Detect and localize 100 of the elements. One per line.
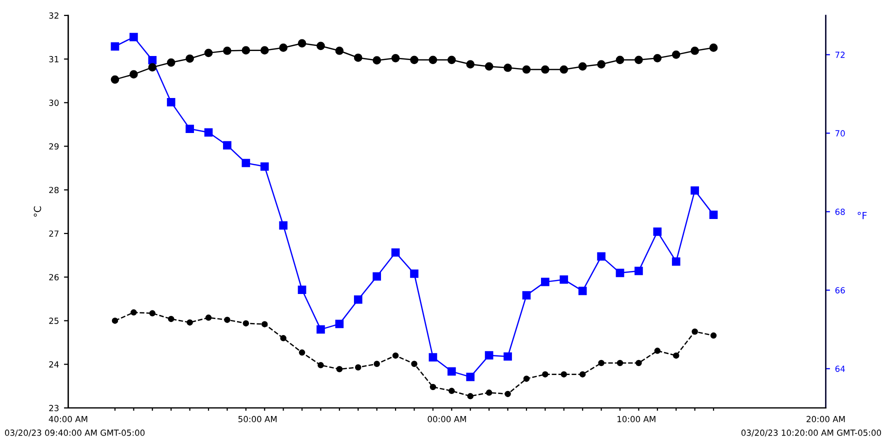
- point: [335, 320, 344, 328]
- y2-tick-label: 64: [835, 366, 845, 372]
- point: [484, 62, 494, 71]
- point: [279, 44, 288, 52]
- point: [447, 56, 456, 64]
- point: [298, 39, 306, 48]
- point: [654, 348, 661, 354]
- point: [336, 366, 343, 372]
- point: [578, 286, 587, 296]
- y-tick-label: 23: [49, 404, 59, 412]
- point: [260, 46, 269, 54]
- point: [522, 291, 531, 300]
- point: [391, 54, 400, 62]
- point: [354, 54, 362, 62]
- point: [672, 50, 680, 59]
- point: [130, 70, 138, 78]
- y-tick-label: 28: [49, 186, 59, 194]
- point: [578, 62, 587, 71]
- y-tick-label: 25: [49, 318, 58, 324]
- point: [148, 56, 157, 64]
- point: [316, 325, 325, 334]
- point: [466, 372, 475, 382]
- point: [690, 46, 699, 55]
- point: [130, 309, 137, 316]
- point: [690, 186, 699, 195]
- point: [616, 268, 624, 278]
- point: [130, 32, 138, 42]
- y-tick-label: 27: [49, 230, 58, 237]
- y-tick-label: 26: [49, 274, 59, 280]
- point: [504, 64, 512, 72]
- point: [374, 360, 380, 368]
- point: [166, 98, 176, 106]
- point: [261, 321, 268, 328]
- point: [597, 60, 606, 68]
- point: [372, 56, 382, 65]
- point: [709, 44, 718, 52]
- point: [298, 286, 306, 294]
- text: 20:00 AM: [806, 416, 845, 422]
- point: [616, 56, 624, 64]
- y2-tick-label: 66: [835, 287, 845, 294]
- point: [242, 46, 250, 54]
- point: [186, 124, 194, 134]
- y2-tick-label: 70: [835, 130, 845, 136]
- point: [709, 210, 718, 219]
- point: [318, 362, 324, 368]
- point: [224, 316, 230, 323]
- point: [653, 54, 662, 62]
- point: [110, 75, 120, 84]
- point: [428, 56, 438, 64]
- point: [410, 56, 418, 64]
- point: [672, 352, 680, 359]
- point: [168, 316, 174, 322]
- point: [148, 63, 157, 72]
- text: 03/20/23 10:20:00 AM GMT-05:00: [741, 430, 882, 437]
- text: 03/20/23 09:40:00 AM GMT-05:00: [4, 430, 145, 437]
- point: [279, 221, 288, 230]
- point: [579, 371, 586, 378]
- point: [410, 270, 418, 278]
- point: [597, 252, 606, 261]
- point: [522, 65, 531, 74]
- point: [149, 310, 156, 316]
- point: [355, 364, 362, 370]
- point: [372, 272, 382, 281]
- point: [223, 141, 232, 150]
- point: [223, 46, 232, 55]
- point: [242, 320, 250, 326]
- point: [447, 367, 456, 376]
- point: [204, 128, 213, 137]
- text: 50:00 AM: [238, 416, 277, 422]
- point: [411, 360, 418, 368]
- y-tick-label: 29: [49, 143, 59, 150]
- point: [692, 328, 698, 335]
- point: [112, 318, 118, 324]
- point: [672, 257, 680, 266]
- point: [280, 335, 286, 342]
- point: [242, 158, 250, 168]
- point: [316, 42, 325, 50]
- y2-tick-label: 68: [835, 208, 845, 215]
- point: [204, 48, 213, 58]
- point: [636, 360, 642, 366]
- point: [486, 390, 492, 396]
- point: [186, 54, 194, 63]
- y-tick-label: 30: [49, 100, 59, 106]
- point: [560, 371, 568, 378]
- y-tick-label: 24: [49, 361, 59, 368]
- y2-tick-label: 72: [835, 52, 845, 58]
- point: [560, 275, 568, 284]
- point: [186, 319, 193, 326]
- y-tick-label: 31: [49, 56, 58, 62]
- y-tick-label: 32: [49, 12, 58, 19]
- point: [392, 352, 399, 359]
- text: 40:00 AM: [48, 416, 88, 422]
- point: [260, 162, 269, 171]
- text: 10:00 AM: [618, 416, 656, 422]
- point: [484, 351, 494, 360]
- point: [428, 353, 438, 362]
- point: [560, 65, 568, 74]
- point: [541, 278, 550, 286]
- point: [598, 360, 604, 366]
- point: [166, 58, 176, 67]
